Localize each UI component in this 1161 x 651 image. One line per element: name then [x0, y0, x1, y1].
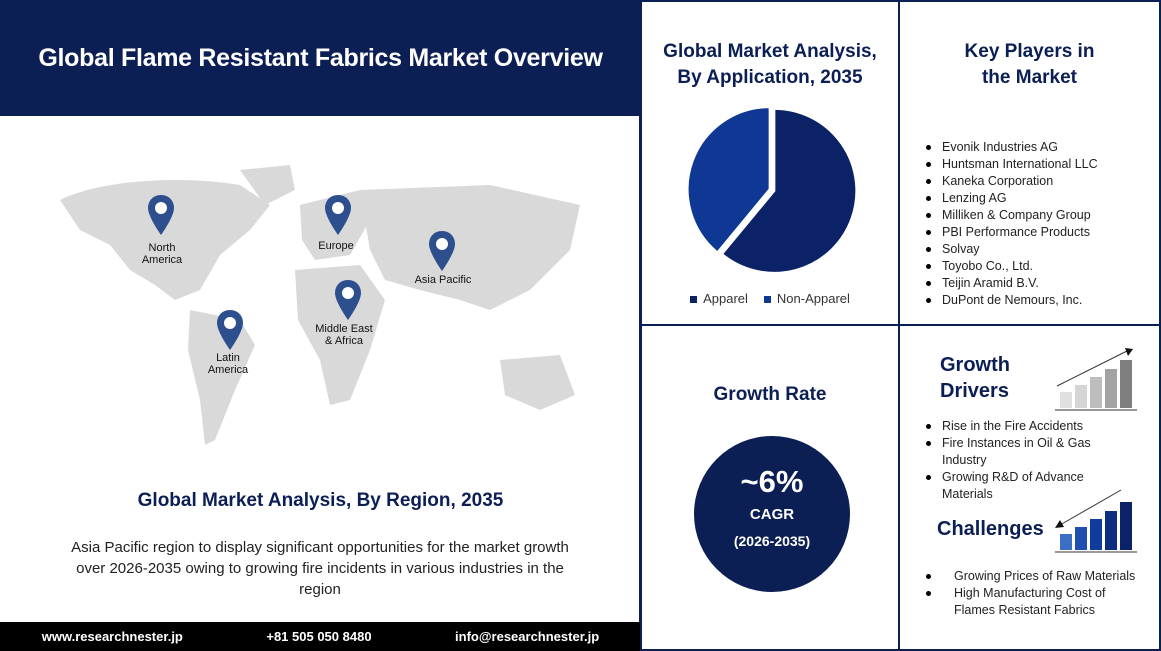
list-item: High Manufacturing Cost of Flames Resist…: [926, 585, 1136, 619]
region-panel: Global Flame Resistant Fabrics Market Ov…: [0, 0, 641, 651]
challenge-chart-icon: [1055, 489, 1137, 553]
legend: Apparel Non-Apparel: [642, 291, 898, 306]
drivers-list: Rise in the Fire Accidents Fire Instances…: [926, 418, 1136, 503]
title: Challenges: [937, 518, 1044, 540]
list-item: Huntsman International LLC: [926, 156, 1098, 173]
list-item: Kaneka Corporation: [926, 173, 1098, 190]
pie-slice-apparel: [720, 107, 858, 274]
email-link[interactable]: info@researchnester.jp: [455, 629, 600, 644]
location-pin-icon: [325, 195, 351, 235]
world-map: [60, 165, 580, 445]
list-item: Growing R&D of Advance Materials: [926, 469, 1136, 503]
title: By Application, 2035: [677, 67, 863, 88]
greenland-shape: [240, 165, 295, 205]
title: Key Players in: [964, 41, 1095, 62]
phone-number[interactable]: +81 505 050 8480: [266, 629, 372, 644]
pie-chart: [686, 106, 858, 274]
region-title: Global Market Analysis, By Region, 2035: [137, 490, 504, 511]
location-pin-icon: [335, 280, 361, 320]
pin-north-america[interactable]: [148, 195, 174, 240]
footer: www.researchnester.jp +81 505 050 8480 i…: [0, 622, 641, 651]
list-item: PBI Performance Products: [926, 224, 1098, 241]
pin-latin-america[interactable]: [217, 310, 243, 355]
challenges-list: Growing Prices of Raw Materials High Manu…: [926, 568, 1136, 619]
list-item: Fire Instances in Oil & Gas Industry: [926, 435, 1136, 469]
label: Middle East: [315, 323, 373, 335]
title: Growth: [940, 354, 1010, 376]
south-america-shape: [188, 310, 255, 445]
legend-apparel: Apparel: [690, 291, 748, 306]
list-item: Growing Prices of Raw Materials: [926, 568, 1136, 585]
title: Global Market Analysis,: [663, 41, 877, 62]
location-pin-icon: [217, 310, 243, 350]
legend-label: Apparel: [703, 291, 748, 306]
legend-non-apparel: Non-Apparel: [763, 291, 850, 306]
website-link[interactable]: www.researchnester.jp: [41, 629, 183, 644]
cagr-label: CAGR: [749, 506, 795, 523]
title: the Market: [981, 67, 1078, 88]
label: America: [141, 254, 183, 266]
list-item: Rise in the Fire Accidents: [926, 418, 1136, 435]
cagr-value: ~6%: [740, 464, 804, 499]
list-item: Toyobo Co., Ltd.: [926, 258, 1098, 275]
legend-label: Non-Apparel: [776, 291, 850, 306]
pin-europe[interactable]: [325, 195, 351, 240]
north-america-shape: [60, 180, 270, 300]
list-item: Evonik Industries AG: [926, 139, 1098, 156]
label: Europe: [318, 240, 354, 252]
drivers-panel: Growth Drivers Rise in the Fire Accidents…: [898, 324, 1161, 651]
label: & Africa: [325, 335, 363, 347]
location-pin-icon: [429, 231, 455, 271]
list-item: Solvay: [926, 241, 1098, 258]
list-item: Milliken & Company Group: [926, 207, 1098, 224]
list-item: Teijin Aramid B.V.: [926, 275, 1098, 292]
location-pin-icon: [148, 195, 174, 235]
asia-shape: [360, 185, 580, 310]
australia-shape: [500, 355, 575, 410]
list-item: Lenzing AG: [926, 190, 1098, 207]
cagr-period: (2026-2035): [733, 533, 811, 549]
label: America: [207, 364, 249, 376]
key-players-panel: Key Players in the Market Evonik Industri…: [898, 0, 1161, 326]
label: Asia Pacific: [414, 274, 472, 286]
title: Growth Rate: [713, 384, 827, 405]
growth-chart-icon: [1055, 348, 1137, 411]
growth-rate-panel: Growth Rate ~6% CAGR (2026-2035): [640, 324, 900, 651]
key-players-list: Evonik Industries AG Huntsman Internation…: [926, 139, 1098, 309]
title: Drivers: [940, 380, 1009, 402]
pin-asia-pacific[interactable]: [429, 231, 455, 276]
africa-shape: [295, 265, 385, 405]
label: North: [148, 242, 176, 254]
list-item: DuPont de Nemours, Inc.: [926, 292, 1098, 309]
label: Latin: [216, 352, 240, 364]
region-description: Asia Pacific region to display significa…: [71, 539, 569, 598]
pie-slice-non-apparel: [686, 106, 771, 254]
pin-middle-east-africa[interactable]: [335, 280, 361, 325]
application-panel: Global Market Analysis, By Application, 2…: [640, 0, 900, 326]
cagr-circle: ~6% CAGR (2026-2035): [694, 436, 850, 592]
page-title: Global Flame Resistant Fabrics Market Ov…: [0, 0, 641, 116]
